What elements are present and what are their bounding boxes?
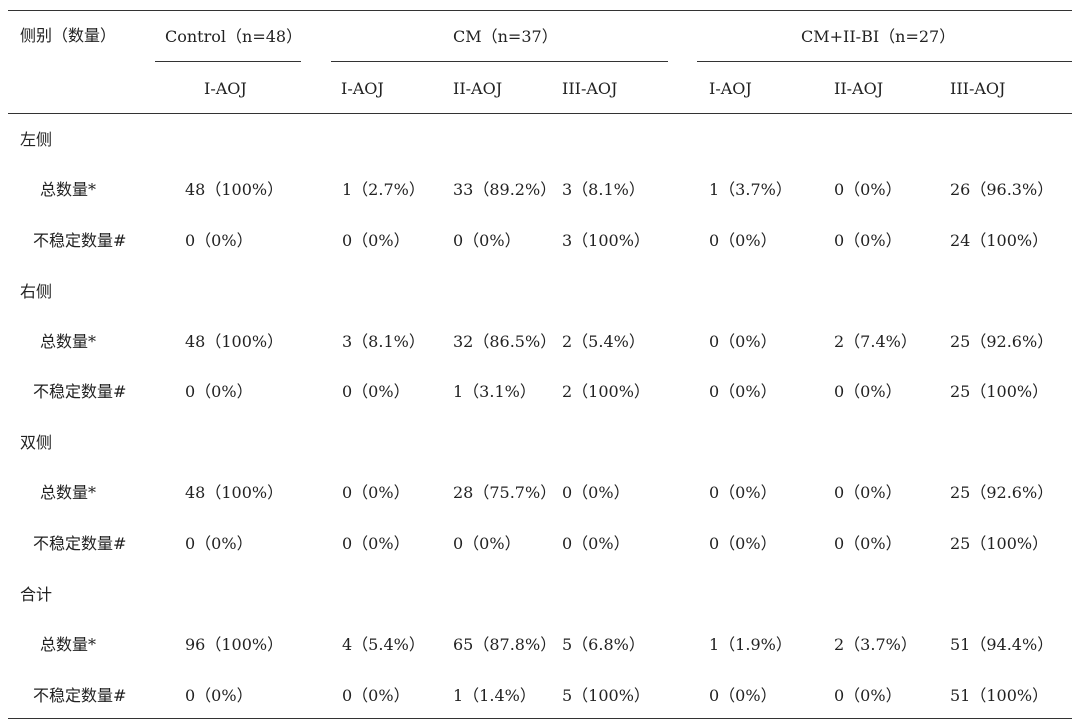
subheader-cm-ii-aoj: II-AOJ	[453, 79, 503, 98]
cell-cmiibi-i: 0（0%）	[709, 534, 777, 553]
row-label-total: 总数量*	[40, 635, 97, 654]
cell-cm-ii: 32（86.5%）	[453, 332, 557, 351]
cell-control-i: 48（100%）	[185, 332, 284, 351]
cell-cmiibi-iii: 24（100%）	[950, 231, 1049, 250]
cell-control-i: 0（0%）	[185, 534, 253, 553]
cell-cmiibi-i: 1（1.9%）	[709, 635, 792, 654]
cell-cmiibi-iii: 51（94.4%）	[950, 635, 1054, 654]
cell-cmiibi-i: 0（0%）	[709, 483, 777, 502]
cell-cm-ii: 1（1.4%）	[453, 686, 536, 705]
cell-cm-ii: 0（0%）	[453, 534, 521, 553]
cell-cmiibi-ii: 2（7.4%）	[834, 332, 917, 351]
cell-control-i: 48（100%）	[185, 483, 284, 502]
row-label-total: 总数量*	[40, 483, 97, 502]
cell-cm-i: 0（0%）	[342, 231, 410, 250]
cell-cmiibi-i: 0（0%）	[709, 382, 777, 401]
cell-cmiibi-i: 1（3.7%）	[709, 180, 792, 199]
cell-cmiibi-iii: 25（100%）	[950, 534, 1049, 553]
subheader-cmiibi-iii-aoj: III-AOJ	[950, 79, 1006, 98]
subheader-cm-i-aoj: I-AOJ	[341, 79, 384, 98]
section-label-left: 左侧	[20, 130, 53, 149]
group-header-cm: CM（n=37）	[453, 27, 558, 46]
cell-cmiibi-ii: 0（0%）	[834, 483, 902, 502]
cell-cmiibi-iii: 25（100%）	[950, 382, 1049, 401]
section-label-total: 合计	[20, 585, 53, 604]
subheader-cmiibi-ii-aoj: II-AOJ	[834, 79, 884, 98]
cell-cm-ii: 33（89.2%）	[453, 180, 557, 199]
group-underline-cm	[331, 61, 668, 62]
row-label-total: 总数量*	[40, 332, 97, 351]
group-underline-control	[155, 61, 301, 62]
row-label-unstable: 不稳定数量#	[33, 382, 127, 401]
cell-cm-i: 0（0%）	[342, 686, 410, 705]
cell-cm-iii: 0（0%）	[562, 483, 630, 502]
cell-cm-i: 3（8.1%）	[342, 332, 425, 351]
cell-cm-ii: 1（3.1%）	[453, 382, 536, 401]
cell-cm-i: 0（0%）	[342, 534, 410, 553]
group-header-control: Control（n=48）	[165, 27, 303, 46]
cell-cm-i: 0（0%）	[342, 483, 410, 502]
cell-cm-iii: 5（6.8%）	[562, 635, 645, 654]
cell-control-i: 0（0%）	[185, 686, 253, 705]
cell-cmiibi-ii: 2（3.7%）	[834, 635, 917, 654]
cell-cmiibi-i: 0（0%）	[709, 332, 777, 351]
top-rule	[8, 10, 1072, 11]
bottom-rule	[8, 718, 1072, 719]
subheader-cmiibi-i-aoj: I-AOJ	[709, 79, 752, 98]
cell-cmiibi-ii: 0（0%）	[834, 180, 902, 199]
cell-cm-iii: 3（100%）	[562, 231, 650, 250]
cell-cm-i: 4（5.4%）	[342, 635, 425, 654]
cell-cm-ii: 65（87.8%）	[453, 635, 557, 654]
group-header-cm-iibi: CM+II-BI（n=27）	[801, 27, 956, 46]
cell-cmiibi-ii: 0（0%）	[834, 534, 902, 553]
header-bottom-rule	[8, 113, 1072, 114]
cell-control-i: 0（0%）	[185, 382, 253, 401]
cell-control-i: 48（100%）	[185, 180, 284, 199]
cell-cm-iii: 0（0%）	[562, 534, 630, 553]
side-column-header: 侧别（数量）	[20, 26, 117, 45]
cell-control-i: 96（100%）	[185, 635, 284, 654]
cell-cm-iii: 2（5.4%）	[562, 332, 645, 351]
group-underline-cm-iibi	[697, 61, 1072, 62]
section-label-bilateral: 双侧	[20, 433, 53, 452]
cell-cm-ii: 28（75.7%）	[453, 483, 557, 502]
row-label-unstable: 不稳定数量#	[33, 231, 127, 250]
cell-cmiibi-iii: 26（96.3%）	[950, 180, 1054, 199]
cell-cmiibi-iii: 25（92.6%）	[950, 483, 1054, 502]
cell-cmiibi-i: 0（0%）	[709, 686, 777, 705]
cell-control-i: 0（0%）	[185, 231, 253, 250]
row-label-unstable: 不稳定数量#	[33, 534, 127, 553]
row-label-total: 总数量*	[40, 180, 97, 199]
cell-cmiibi-ii: 0（0%）	[834, 231, 902, 250]
cell-cm-i: 1（2.7%）	[342, 180, 425, 199]
cell-cm-ii: 0（0%）	[453, 231, 521, 250]
cell-cmiibi-iii: 25（92.6%）	[950, 332, 1054, 351]
section-label-right: 右侧	[20, 282, 53, 301]
cell-cm-iii: 5（100%）	[562, 686, 650, 705]
cell-cm-iii: 2（100%）	[562, 382, 650, 401]
subheader-control-i-aoj: I-AOJ	[204, 79, 247, 98]
row-label-unstable: 不稳定数量#	[33, 686, 127, 705]
cell-cm-i: 0（0%）	[342, 382, 410, 401]
subheader-cm-iii-aoj: III-AOJ	[562, 79, 618, 98]
cell-cmiibi-ii: 0（0%）	[834, 382, 902, 401]
cell-cmiibi-iii: 51（100%）	[950, 686, 1049, 705]
cell-cmiibi-ii: 0（0%）	[834, 686, 902, 705]
cell-cm-iii: 3（8.1%）	[562, 180, 645, 199]
cell-cmiibi-i: 0（0%）	[709, 231, 777, 250]
